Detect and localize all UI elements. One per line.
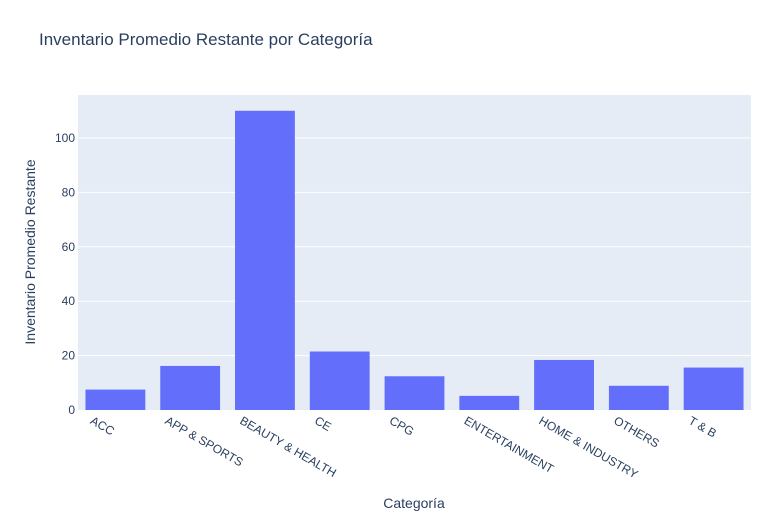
- y-tick-label: 100: [55, 131, 75, 145]
- plot-area: [78, 95, 751, 410]
- bar-entertainment[interactable]: [459, 395, 520, 410]
- x-tick-label: APP & SPORTS: [163, 413, 246, 469]
- bar-t-b[interactable]: [683, 367, 744, 410]
- y-tick-label: 60: [62, 240, 76, 254]
- bar-beauty-health[interactable]: [235, 110, 295, 411]
- bar-others[interactable]: [608, 385, 669, 410]
- y-axis-title: Inventario Promedio Restante: [22, 159, 38, 344]
- bar-cpg[interactable]: [384, 376, 445, 410]
- x-tick-label: T & B: [686, 413, 719, 440]
- y-tick-label: 40: [62, 294, 76, 308]
- y-tick-label: 20: [62, 349, 76, 363]
- bar-app-sports[interactable]: [160, 365, 221, 410]
- x-axis-title: Categoría: [383, 495, 445, 511]
- x-tick-label: OTHERS: [611, 413, 661, 450]
- y-tick-label: 80: [62, 185, 76, 199]
- x-tick-label: CE: [312, 413, 333, 433]
- chart-title: Inventario Promedio Restante por Categor…: [39, 30, 373, 49]
- x-tick-label: ACC: [88, 413, 117, 438]
- y-tick-label: 0: [68, 403, 75, 417]
- x-tick-label: CPG: [387, 413, 417, 438]
- bar-home-industry[interactable]: [534, 359, 594, 410]
- bar-ce[interactable]: [309, 351, 370, 410]
- bar-acc[interactable]: [85, 389, 146, 410]
